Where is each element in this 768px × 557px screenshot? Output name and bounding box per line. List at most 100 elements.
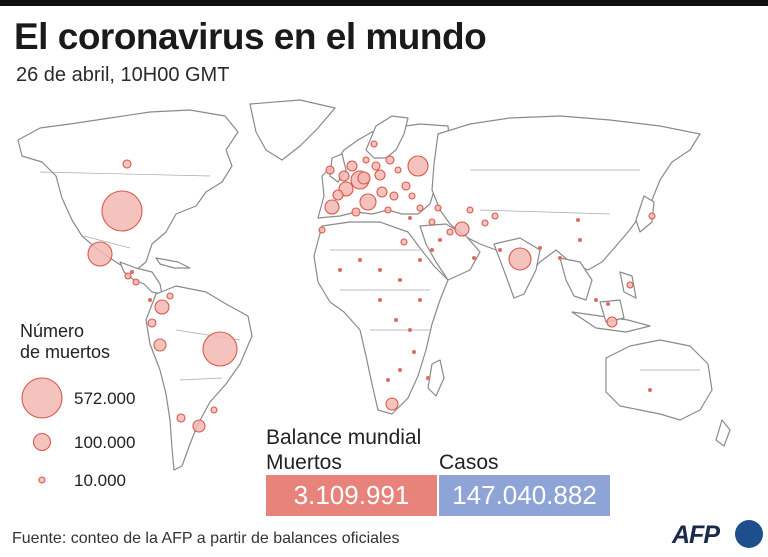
legend-label-572000: 572.000	[74, 389, 136, 408]
death-bubble	[491, 212, 499, 220]
death-bubble	[498, 248, 502, 252]
land-borneo	[599, 299, 625, 323]
legend-title-line2: de muertos	[20, 342, 111, 362]
death-bubble	[438, 238, 442, 242]
death-bubble	[606, 302, 610, 306]
land-arabia	[419, 223, 481, 281]
death-bubble	[132, 278, 140, 286]
land-new-zealand	[715, 419, 731, 447]
death-bubble	[389, 191, 399, 201]
death-bubble	[384, 206, 392, 214]
land-greenland	[249, 99, 336, 161]
death-bubble	[358, 258, 362, 262]
death-bubble	[374, 169, 386, 181]
death-bubble	[648, 388, 652, 392]
death-bubble	[648, 212, 656, 220]
death-bubble	[338, 170, 350, 182]
death-bubble	[370, 140, 378, 148]
death-bubble	[332, 189, 344, 201]
land-africa	[313, 221, 449, 415]
balance-title: Balance mundial	[266, 426, 422, 449]
death-bubble	[378, 298, 382, 302]
death-bubble	[351, 207, 361, 217]
death-bubble	[378, 268, 382, 272]
death-bubble	[594, 298, 598, 302]
land-masses	[17, 99, 731, 471]
land-southeast-asia	[559, 257, 593, 301]
death-bubble	[454, 221, 470, 237]
death-bubble	[481, 219, 489, 227]
death-bubble	[176, 413, 186, 423]
land-cuba	[155, 257, 191, 269]
death-bubble	[166, 292, 174, 300]
death-bubble	[538, 246, 542, 250]
land-madagascar	[427, 359, 445, 397]
legend-circles	[21, 377, 63, 484]
land-north-america	[17, 109, 239, 271]
death-bubble	[385, 155, 395, 165]
death-bubble	[101, 190, 143, 232]
map-subtitle: 26 de abril, 10H00 GMT	[16, 64, 230, 86]
death-bubble	[357, 171, 371, 185]
death-bubble	[434, 204, 442, 212]
deaths-total: 3.109.991	[266, 475, 437, 516]
cases-label: Casos	[439, 451, 499, 474]
death-bubble	[401, 181, 411, 191]
death-bubble	[426, 376, 430, 380]
death-bubble	[408, 192, 416, 200]
death-bubble	[430, 248, 434, 252]
cases-total: 147.040.882	[439, 475, 610, 516]
death-bubble	[398, 278, 402, 282]
death-bubble	[192, 419, 206, 433]
death-bubble	[576, 218, 580, 222]
death-bubble	[87, 241, 113, 267]
country-borders	[39, 169, 700, 381]
death-bubble	[394, 166, 402, 174]
afp-globe-icon	[735, 520, 763, 548]
death-bubble	[394, 318, 398, 322]
death-bubble	[202, 331, 238, 367]
death-bubble	[153, 338, 167, 352]
death-bubble	[130, 270, 134, 274]
death-bubble	[122, 159, 132, 169]
source-note: Fuente: conteo de la AFP a partir de bal…	[12, 530, 400, 547]
map-title: El coronavirus en el mundo	[14, 16, 487, 57]
death-bubble	[376, 186, 388, 198]
death-bubble	[418, 298, 422, 302]
death-bubble	[386, 378, 390, 382]
death-bubble	[210, 406, 218, 414]
death-bubble	[626, 281, 634, 289]
death-bubble	[318, 226, 326, 234]
legend-title-line1: Número	[20, 321, 85, 341]
death-bubble	[408, 216, 412, 220]
legend-circle-572000	[21, 377, 63, 419]
death-bubble	[416, 204, 424, 212]
death-bubble	[418, 258, 422, 262]
death-bubble	[362, 156, 370, 164]
death-bubble	[338, 268, 342, 272]
death-bubble	[325, 165, 335, 175]
legend-circle-10000	[38, 476, 46, 484]
death-bubble	[408, 328, 412, 332]
death-bubble	[407, 155, 429, 177]
death-bubbles	[87, 140, 656, 433]
death-bubble	[147, 318, 157, 328]
death-bubble	[124, 272, 132, 280]
death-bubble	[508, 247, 532, 271]
legend-title: Número de muertos	[20, 321, 110, 363]
land-japan	[635, 195, 655, 233]
death-bubble	[346, 160, 358, 172]
afp-logo: AFP	[672, 519, 764, 553]
death-bubble	[359, 193, 377, 211]
land-australia	[605, 339, 713, 421]
death-bubble	[154, 299, 170, 315]
death-bubble	[428, 218, 436, 226]
death-bubble	[558, 256, 562, 260]
death-bubble	[446, 228, 454, 236]
legend-label-100000: 100.000	[74, 433, 136, 452]
death-bubble	[385, 397, 399, 411]
land-south-america	[145, 285, 253, 471]
deaths-label: Muertos	[266, 451, 342, 474]
death-bubble	[324, 199, 340, 215]
